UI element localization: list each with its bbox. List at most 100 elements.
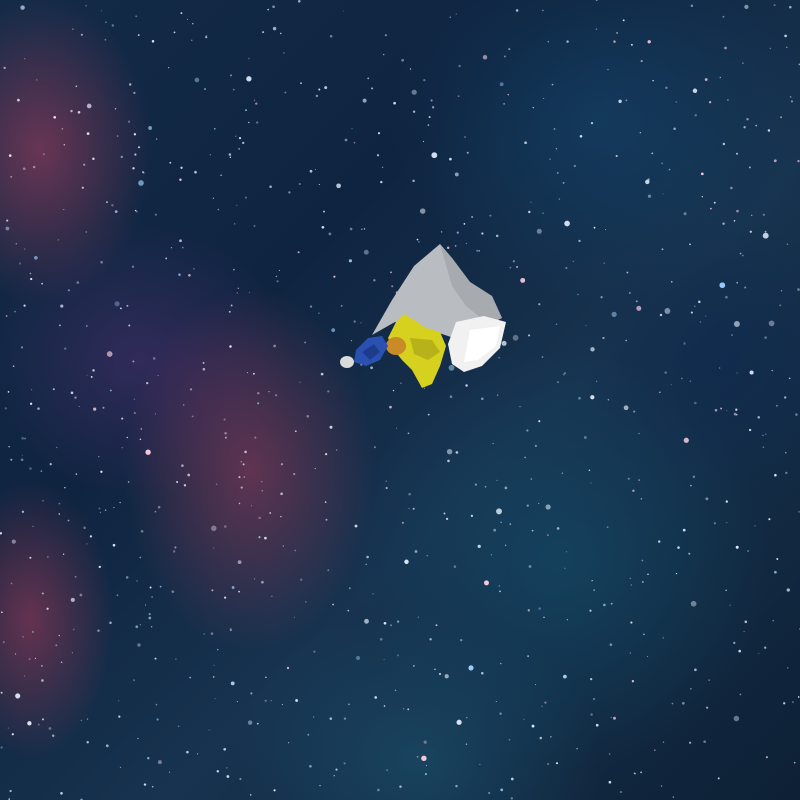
star [630, 621, 633, 624]
star [374, 696, 378, 699]
star [550, 736, 552, 738]
star [133, 398, 136, 400]
star [133, 411, 136, 415]
star [85, 5, 87, 7]
star [7, 727, 10, 729]
star [531, 529, 534, 532]
star [493, 528, 497, 532]
star [169, 161, 172, 164]
star [304, 341, 306, 344]
star [90, 375, 93, 378]
star [690, 600, 697, 607]
star [271, 595, 273, 597]
star [681, 377, 683, 380]
star [564, 567, 566, 569]
star [137, 34, 140, 37]
star [474, 483, 478, 486]
star [694, 668, 697, 672]
star [477, 544, 481, 549]
star [214, 128, 216, 130]
star [315, 94, 319, 98]
star [155, 138, 158, 140]
star [572, 260, 574, 262]
star [758, 652, 760, 655]
star [36, 79, 38, 81]
star [86, 740, 89, 744]
star [416, 755, 419, 758]
star [135, 625, 139, 629]
star [784, 451, 787, 454]
star [579, 134, 583, 138]
star [320, 372, 324, 376]
star [254, 436, 257, 439]
star [515, 9, 519, 12]
star [563, 674, 567, 679]
star [429, 638, 432, 641]
star [689, 243, 691, 246]
star [5, 315, 8, 317]
star [22, 636, 24, 638]
star [148, 616, 152, 620]
star [556, 171, 559, 174]
star [532, 106, 534, 109]
star [465, 743, 468, 745]
star [543, 616, 545, 618]
star [364, 618, 369, 624]
star [157, 505, 161, 509]
star [31, 389, 33, 391]
star [690, 4, 694, 8]
star [578, 239, 581, 243]
star [726, 521, 728, 524]
star [776, 558, 779, 560]
star [132, 167, 135, 170]
star [713, 201, 716, 204]
star [230, 304, 233, 307]
star [64, 486, 66, 489]
star [192, 23, 194, 25]
star [189, 676, 192, 679]
star [111, 204, 114, 207]
star [315, 168, 317, 170]
star [730, 186, 733, 190]
star [31, 630, 34, 633]
star [419, 208, 426, 214]
star [425, 764, 428, 767]
star [431, 152, 438, 159]
star [63, 208, 65, 211]
star [724, 46, 727, 50]
star [114, 210, 118, 213]
star [488, 791, 491, 795]
star [458, 64, 461, 68]
star [86, 132, 90, 135]
star [362, 98, 367, 103]
star [449, 157, 452, 161]
star [693, 401, 697, 405]
star [688, 552, 691, 555]
star [226, 775, 230, 778]
star [531, 724, 535, 728]
star [503, 55, 506, 58]
star [622, 19, 625, 22]
star [126, 304, 129, 307]
star [590, 121, 594, 125]
star [309, 169, 313, 173]
star [182, 404, 185, 406]
star [523, 718, 525, 720]
star [5, 226, 10, 231]
star [510, 777, 514, 781]
star [394, 689, 397, 691]
star [154, 657, 157, 660]
star [309, 764, 312, 768]
star [134, 209, 137, 212]
star [496, 479, 498, 482]
star [504, 544, 507, 546]
star [126, 436, 129, 439]
star [553, 128, 556, 130]
star [147, 757, 150, 760]
star [354, 524, 358, 528]
star [547, 40, 550, 43]
star [665, 86, 668, 89]
star [331, 328, 336, 332]
star [86, 374, 88, 376]
